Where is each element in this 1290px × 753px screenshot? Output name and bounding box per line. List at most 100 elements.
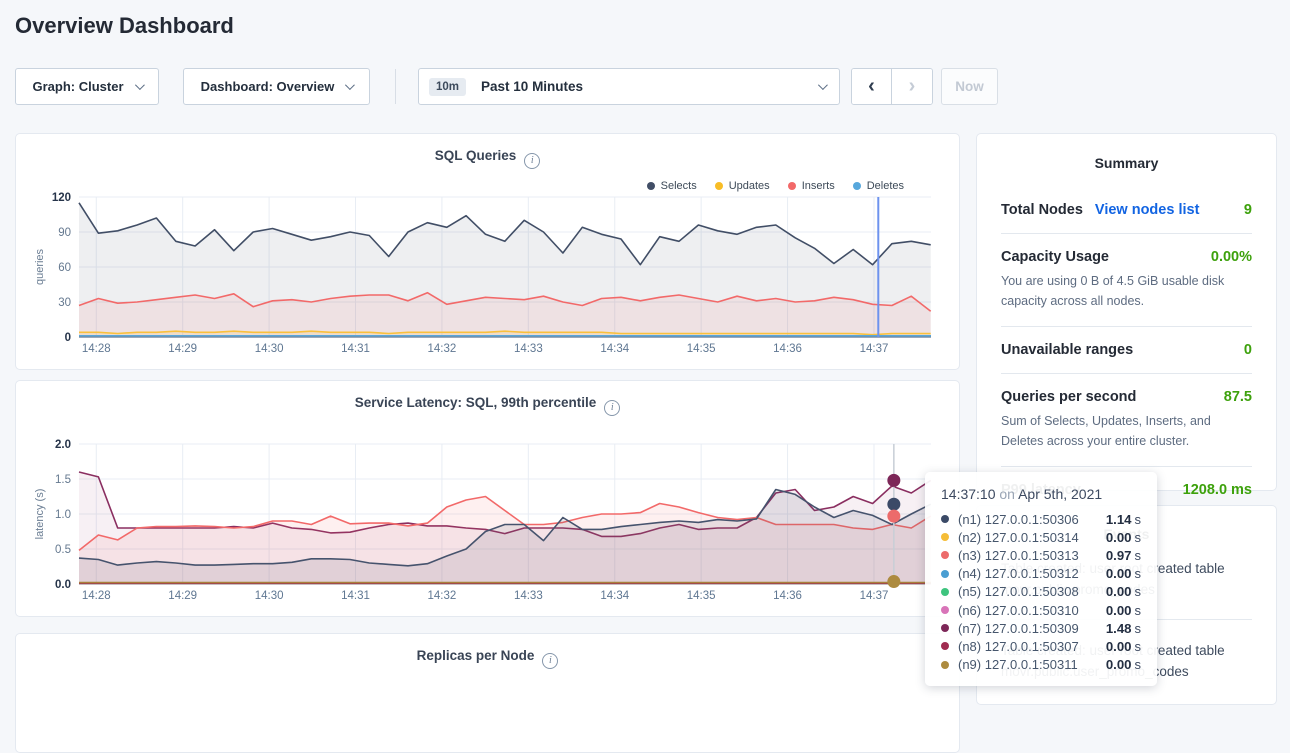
- replicas-per-node-card: Replicas per Node i: [15, 633, 960, 753]
- svg-text:14:37: 14:37: [860, 590, 889, 602]
- summary-row-label: Capacity Usage: [1001, 249, 1109, 265]
- legend-item-deletes[interactable]: Deletes: [852, 180, 904, 192]
- node-dot-icon: [941, 642, 949, 651]
- summary-row-capacity: Capacity Usage 0.00%: [1001, 249, 1252, 265]
- svg-text:queries: queries: [34, 248, 46, 285]
- summary-panel: Summary Total Nodes View nodes list 9 Ca…: [976, 133, 1277, 498]
- svg-text:14:37: 14:37: [860, 343, 889, 355]
- deletes-dot-icon: [852, 182, 861, 190]
- chevron-down-icon: [817, 80, 828, 91]
- svg-text:1.0: 1.0: [55, 509, 71, 521]
- divider: [1001, 233, 1252, 234]
- tooltip-node-row: (n1) 127.0.0.1:50306 1.14 s: [941, 510, 1141, 528]
- svg-text:14:32: 14:32: [428, 343, 457, 355]
- tooltip-node-row: (n2) 127.0.0.1:50314 0.00 s: [941, 528, 1141, 546]
- svg-text:1.5: 1.5: [55, 474, 71, 486]
- info-icon[interactable]: i: [524, 152, 541, 169]
- info-icon[interactable]: i: [604, 399, 621, 416]
- sql-queries-card: SQL Queries i Selects Updates Inserts Del…: [15, 133, 960, 370]
- divider: [1001, 466, 1252, 467]
- svg-text:60: 60: [58, 262, 71, 274]
- tooltip-node-row: (n7) 127.0.0.1:50309 1.48 s: [941, 619, 1141, 637]
- prev-timeframe-button[interactable]: ‹: [852, 69, 892, 104]
- service-latency-chart[interactable]: 0.0 0.5 1.0 1.5 2.0 latency (s) 14:28 14:29 14:3…: [31, 438, 946, 606]
- svg-text:14:34: 14:34: [600, 590, 629, 602]
- svg-text:14:29: 14:29: [168, 590, 197, 602]
- node-dot-icon: [941, 569, 949, 578]
- node-dot-icon: [941, 533, 949, 542]
- svg-text:14:31: 14:31: [341, 343, 370, 355]
- svg-text:30: 30: [58, 297, 71, 309]
- tooltip-node-row: (n6) 127.0.0.1:50310 0.00 s: [941, 601, 1141, 619]
- svg-text:14:35: 14:35: [687, 590, 716, 602]
- svg-text:14:33: 14:33: [514, 343, 543, 355]
- chart-title-row: SQL Queries i: [16, 148, 959, 169]
- time-range-badge: 10m: [429, 77, 467, 96]
- time-range-label: Past 10 Minutes: [481, 79, 584, 94]
- inserts-dot-icon: [787, 182, 796, 190]
- time-range-picker[interactable]: 10m Past 10 Minutes: [418, 68, 840, 105]
- divider: [1001, 373, 1252, 374]
- service-latency-card: Service Latency: SQL, 99th percentile i 0…: [15, 380, 960, 617]
- overview-dashboard-page: { "page": { "title": "Overview Dashboard…: [15, 13, 1277, 753]
- svg-text:14:30: 14:30: [255, 590, 284, 602]
- graph-scope-label: Graph: Cluster: [32, 79, 124, 94]
- service-latency-chart-title: Service Latency: SQL, 99th percentile: [354, 395, 597, 410]
- chart-title-row: Service Latency: SQL, 99th percentile i: [16, 395, 959, 416]
- toolbar-divider: [395, 69, 396, 104]
- svg-text:14:34: 14:34: [600, 343, 629, 355]
- summary-row-qps: Queries per second 87.5: [1001, 389, 1252, 405]
- summary-row-value: 0.00%: [1210, 249, 1252, 265]
- page-title: Overview Dashboard: [15, 13, 234, 38]
- summary-row-total-nodes: Total Nodes View nodes list 9: [1001, 202, 1252, 218]
- svg-text:14:28: 14:28: [82, 590, 111, 602]
- svg-text:14:29: 14:29: [168, 343, 197, 355]
- svg-text:14:36: 14:36: [773, 343, 802, 355]
- node-dot-icon: [941, 587, 949, 596]
- dashboard-dropdown[interactable]: Dashboard: Overview: [183, 68, 370, 105]
- summary-row-label: Queries per second: [1001, 389, 1137, 405]
- chart-title-row: Replicas per Node i: [16, 648, 959, 669]
- summary-row-value: 87.5: [1223, 389, 1252, 405]
- sql-queries-chart[interactable]: 0 30 60 90 120 queries 14:28 14:29 14:30 14:31 14:…: [31, 191, 946, 359]
- graph-scope-dropdown[interactable]: Graph: Cluster: [15, 68, 159, 105]
- summary-row-description: Sum of Selects, Updates, Inserts, and De…: [1001, 414, 1211, 448]
- node-dot-icon: [941, 606, 949, 615]
- svg-text:0.5: 0.5: [55, 544, 71, 556]
- chevron-down-icon: [345, 80, 356, 91]
- node-dot-icon: [941, 624, 949, 633]
- legend-item-inserts[interactable]: Inserts: [787, 180, 835, 192]
- view-nodes-list-link[interactable]: View nodes list: [1094, 202, 1200, 218]
- svg-text:0: 0: [65, 332, 71, 344]
- svg-text:14:32: 14:32: [428, 590, 457, 602]
- svg-text:0.0: 0.0: [55, 579, 71, 591]
- now-button[interactable]: Now: [941, 68, 998, 105]
- svg-text:14:31: 14:31: [341, 590, 370, 602]
- tooltip-node-row: (n5) 127.0.0.1:50308 0.00 s: [941, 583, 1141, 601]
- tooltip-timestamp: 14:37:10 on Apr 5th, 2021: [941, 486, 1103, 502]
- summary-row-label: Unavailable ranges: [1001, 342, 1134, 358]
- next-timeframe-button[interactable]: ›: [892, 69, 932, 104]
- summary-panel-title: Summary: [1094, 155, 1159, 171]
- divider: [1001, 326, 1252, 327]
- summary-row-description: You are using 0 B of 4.5 GiB usable disk…: [1001, 274, 1225, 308]
- replicas-per-node-chart-title: Replicas per Node: [416, 648, 535, 663]
- sql-queries-legend: Selects Updates Inserts Deletes: [646, 180, 904, 192]
- node-dot-icon: [941, 551, 949, 560]
- time-step-buttons: ‹ ›: [851, 68, 933, 105]
- svg-text:14:30: 14:30: [255, 343, 284, 355]
- summary-row-label: Total Nodes: [1001, 202, 1083, 218]
- summary-row-unavailable-ranges: Unavailable ranges 0: [1001, 342, 1252, 358]
- svg-text:latency (s): latency (s): [34, 489, 46, 540]
- dashboard-label: Dashboard: Overview: [200, 79, 335, 94]
- svg-text:14:28: 14:28: [82, 343, 111, 355]
- tooltip-node-row: (n8) 127.0.0.1:50307 0.00 s: [941, 637, 1141, 655]
- chevron-down-icon: [134, 80, 145, 91]
- svg-text:2.0: 2.0: [55, 439, 71, 451]
- legend-item-updates[interactable]: Updates: [714, 180, 770, 192]
- node-dot-icon: [941, 660, 949, 669]
- summary-row-value: 9: [1243, 202, 1252, 218]
- info-icon[interactable]: i: [542, 652, 559, 669]
- updates-dot-icon: [714, 182, 723, 190]
- legend-item-selects[interactable]: Selects: [646, 180, 697, 192]
